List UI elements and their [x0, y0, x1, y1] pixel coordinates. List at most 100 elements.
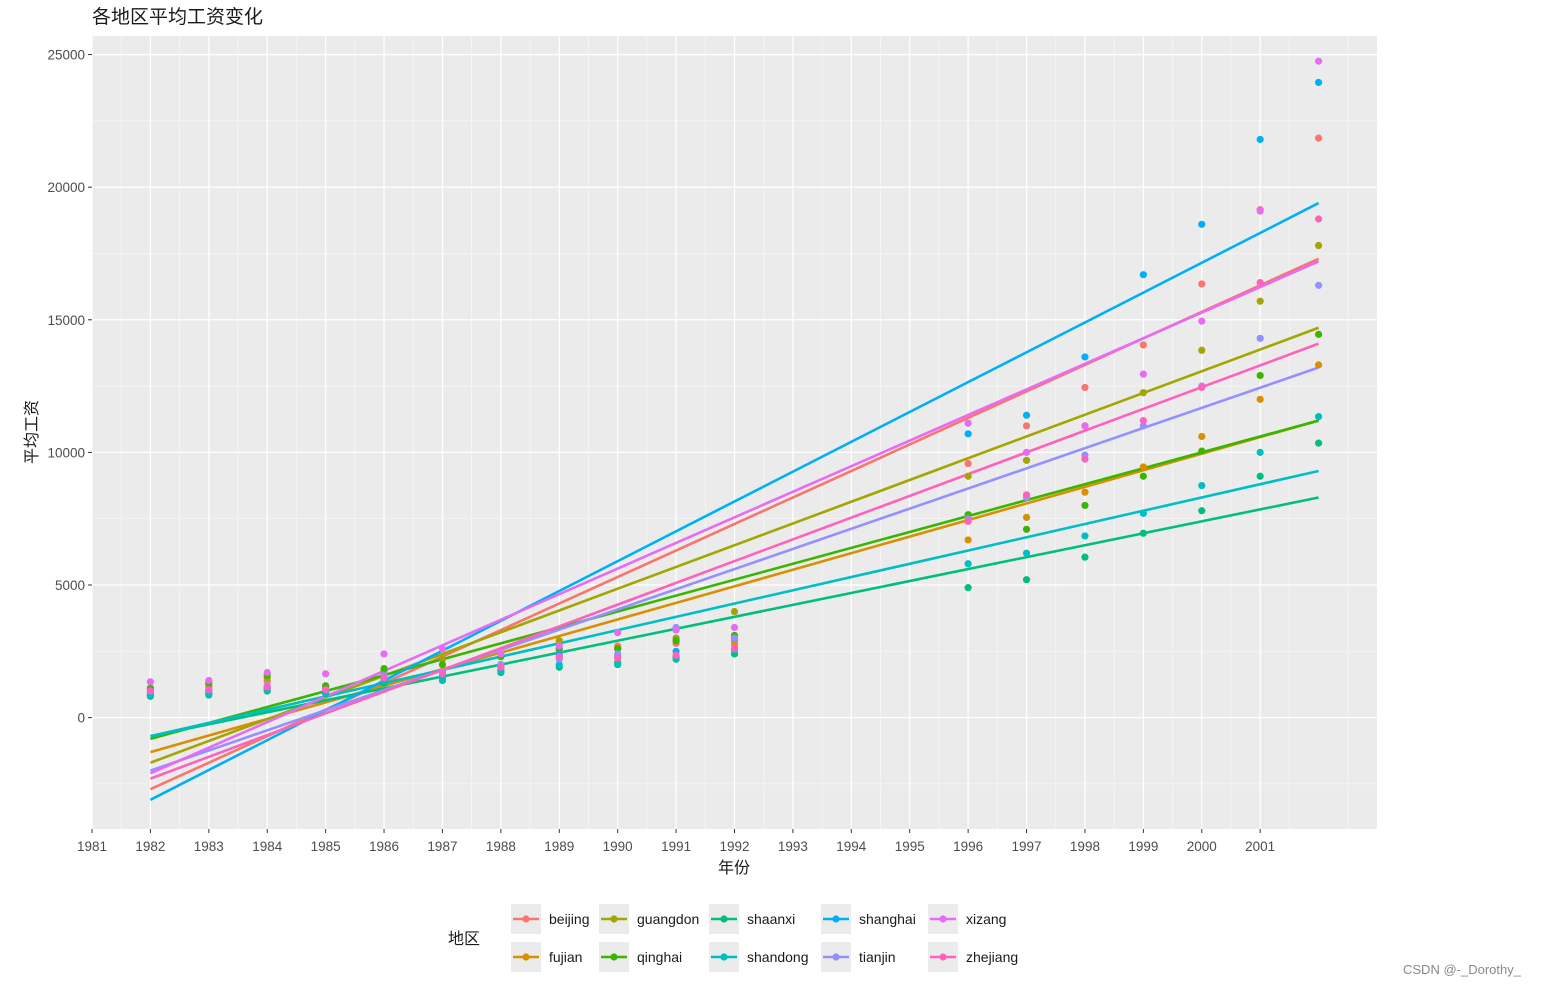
- point-qinghai: [614, 645, 622, 653]
- point-shandong: [1022, 549, 1031, 557]
- point-xizang: [497, 650, 505, 658]
- point-xizang: [205, 676, 213, 685]
- x-tick-label: 1983: [194, 839, 224, 854]
- legend-key-zhejiang: [928, 942, 958, 972]
- point-shanghai: [1139, 271, 1147, 279]
- x-tick-label: 1996: [953, 839, 983, 854]
- point-zhejiang: [672, 651, 680, 659]
- point-tianjin: [1314, 281, 1323, 289]
- point-qinghai: [1314, 330, 1323, 338]
- legend-label-shanghai: shanghai: [859, 911, 916, 927]
- trend-lines: [149, 201, 1320, 801]
- y-tick-label: 15000: [47, 313, 85, 328]
- point-zhejiang: [438, 670, 447, 678]
- trend-line-tianjin: [149, 366, 1320, 772]
- point-guangdon: [1256, 297, 1264, 305]
- point-shanghai: [1314, 78, 1323, 87]
- point-guangdon: [438, 655, 447, 663]
- point-qinghai: [1022, 525, 1031, 533]
- x-tick-label: 1981: [77, 839, 107, 854]
- point-shandong: [1256, 448, 1264, 456]
- point-shandong: [555, 660, 563, 669]
- x-tick-label: 1991: [661, 839, 691, 854]
- legend-label-guangdon: guangdon: [637, 911, 699, 927]
- x-tick-label: 1989: [544, 839, 574, 854]
- legend-key-fujian: [511, 942, 541, 972]
- legend-key-tianjin: [821, 942, 851, 972]
- point-shandong: [1314, 412, 1323, 421]
- point-xizang: [322, 670, 330, 678]
- x-tick-label: 1990: [603, 839, 633, 854]
- legend-title: 地区: [448, 929, 480, 948]
- x-tick-label: 1999: [1128, 839, 1158, 854]
- x-tick-label: 1987: [427, 839, 457, 854]
- point-shanghai: [1256, 135, 1264, 144]
- trend-line-shaanxi: [150, 496, 1319, 738]
- legend-label-shandong: shandong: [747, 949, 809, 965]
- point-shaanxi: [1198, 507, 1206, 515]
- point-beijing: [964, 459, 972, 468]
- trend-line-xizang: [149, 260, 1320, 775]
- point-guangdon: [1198, 346, 1206, 354]
- point-tianjin: [730, 634, 739, 642]
- point-zhejiang: [1022, 491, 1031, 499]
- point-shaanxi: [1139, 529, 1147, 537]
- legend-key-dot: [720, 953, 728, 961]
- legend-label-beijing: beijing: [549, 911, 589, 927]
- trend-line-guangdon: [149, 326, 1320, 764]
- point-xizang: [1022, 448, 1031, 456]
- trend-line-shandong: [150, 469, 1319, 738]
- x-tick-label: 1997: [1012, 839, 1042, 854]
- point-beijing: [1139, 341, 1147, 349]
- legend-label-qinghai: qinghai: [637, 949, 682, 965]
- legend-key-shandong: [709, 942, 739, 972]
- watermark: CSDN @-_Dorothy_: [1403, 962, 1522, 977]
- legend-key-guangdon: [599, 904, 629, 934]
- trend-line-zhejiang: [149, 342, 1320, 780]
- point-shanghai: [1198, 220, 1206, 228]
- point-xizang: [380, 650, 388, 658]
- point-tianjin: [1139, 422, 1147, 430]
- x-tick-label: 1995: [895, 839, 925, 854]
- point-zhejiang: [1081, 455, 1089, 463]
- y-axis-title: 平均工资: [22, 400, 41, 464]
- point-fujian: [1314, 361, 1323, 369]
- point-shaanxi: [964, 584, 972, 592]
- chart-title: 各地区平均工资变化: [92, 6, 263, 28]
- point-zhejiang: [1139, 416, 1147, 425]
- legend-key-dot: [832, 953, 840, 961]
- point-qinghai: [672, 637, 680, 645]
- point-shaanxi: [1256, 472, 1264, 480]
- point-shanghai: [1022, 411, 1031, 419]
- point-beijing: [1198, 280, 1206, 288]
- point-xizang: [730, 623, 739, 632]
- legend-key-beijing: [511, 904, 541, 934]
- point-guangdon: [964, 472, 972, 480]
- legend-key-dot: [939, 953, 947, 961]
- point-zhejiang: [964, 517, 972, 525]
- point-beijing: [1081, 383, 1089, 392]
- point-zhejiang: [322, 686, 330, 694]
- point-guangdon: [730, 607, 739, 616]
- point-xizang: [1081, 422, 1089, 430]
- point-qinghai: [438, 660, 447, 669]
- point-xizang: [263, 668, 271, 677]
- trend-line-shanghai: [149, 201, 1320, 801]
- point-shandong: [1139, 509, 1147, 517]
- legend-key-qinghai: [599, 942, 629, 972]
- point-qinghai: [1139, 472, 1147, 480]
- point-shandong: [964, 560, 972, 568]
- point-shandong: [614, 659, 622, 667]
- legend-key-dot: [610, 915, 618, 923]
- legend-key-dot: [720, 915, 728, 923]
- x-tick-label: 1998: [1070, 839, 1100, 854]
- point-guangdon: [1314, 241, 1323, 250]
- point-xizang: [1139, 370, 1147, 378]
- point-guangdon: [1022, 456, 1031, 464]
- legend-key-xizang: [928, 904, 958, 934]
- point-qinghai: [380, 664, 388, 673]
- point-shanghai: [1081, 353, 1089, 361]
- point-zhejiang: [1256, 279, 1264, 287]
- point-xizang: [1198, 317, 1206, 325]
